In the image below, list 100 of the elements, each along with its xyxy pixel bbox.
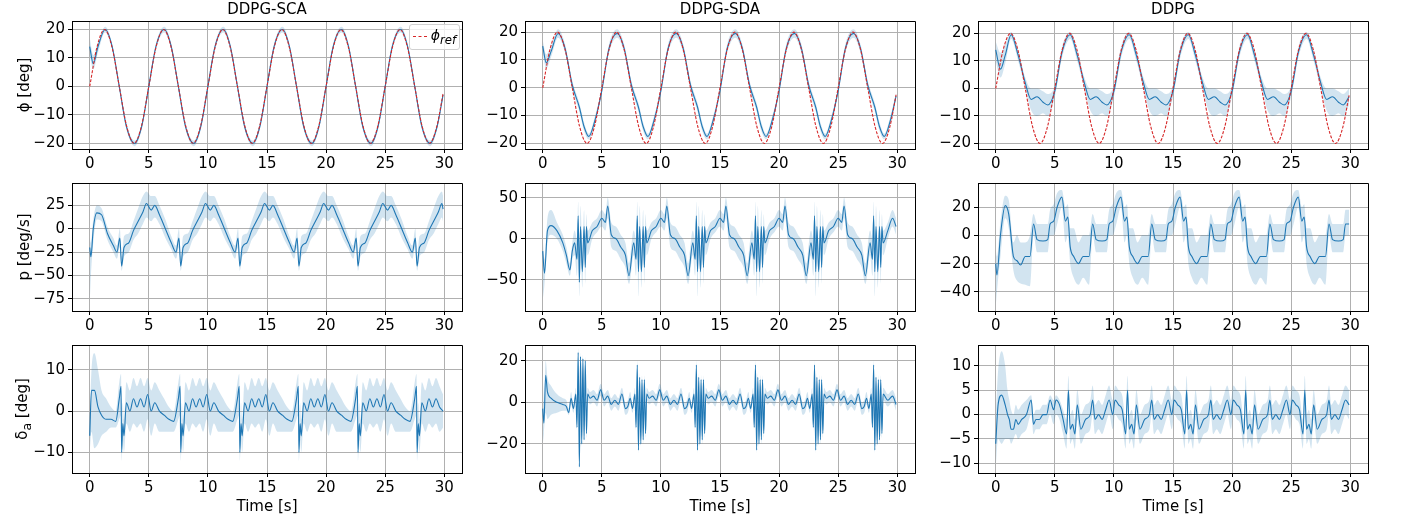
- y-tick-label: 20: [951, 196, 971, 215]
- x-tick-label: 5: [1050, 477, 1060, 496]
- x-tick-label: 0: [84, 153, 95, 172]
- x-tick-label: 5: [144, 315, 154, 334]
- x-tick-label: 0: [84, 477, 95, 496]
- x-tick-label: 15: [710, 477, 730, 496]
- y-tick-label: −20: [33, 133, 65, 152]
- y-tick-label: 50: [498, 187, 518, 206]
- x-tick-label: 25: [828, 315, 848, 334]
- x-tick-label: 30: [434, 315, 454, 334]
- line-series: [995, 32, 1350, 145]
- x-axis-title: Time [s]: [235, 497, 299, 515]
- x-tick-label: 5: [144, 153, 154, 172]
- x-tick-label: 10: [1104, 153, 1124, 172]
- x-tick-label: 30: [1340, 315, 1360, 334]
- x-tick-label: 20: [769, 315, 789, 334]
- y-tick-label: 0: [508, 77, 518, 96]
- x-tick-label: 0: [990, 477, 1001, 496]
- x-tick-label: 10: [651, 477, 671, 496]
- x-tick-label: 25: [828, 477, 848, 496]
- x-axis-title: Time [s]: [1141, 497, 1205, 515]
- x-tick-label: 30: [434, 477, 454, 496]
- x-tick-label: 20: [316, 477, 336, 496]
- y-tick-label: 0: [961, 225, 971, 244]
- x-tick-label: 25: [1281, 315, 1301, 334]
- x-tick-label: 0: [84, 315, 95, 334]
- x-tick-label: 5: [1050, 315, 1060, 334]
- y-tick-label: −10: [939, 105, 971, 124]
- x-tick-label: 30: [887, 477, 907, 496]
- x-tick-label: 25: [828, 153, 848, 172]
- line-series: [89, 385, 444, 453]
- y-tick-label: 0: [508, 228, 518, 247]
- y-tick-label: −20: [486, 133, 518, 152]
- y-tick-label: 25: [45, 195, 65, 214]
- y-tick-label: −25: [33, 242, 65, 261]
- y-tick-label: −50: [33, 265, 65, 284]
- chart-title: DDPG-SDA: [678, 0, 762, 18]
- x-tick-label: 5: [597, 477, 607, 496]
- x-tick-label: 25: [375, 477, 395, 496]
- x-tick-label: 10: [198, 153, 218, 172]
- x-tick-label: 15: [1163, 315, 1183, 334]
- y-tick-label: −20: [486, 433, 518, 452]
- x-tick-label: 20: [1222, 477, 1242, 496]
- y-tick-label: −75: [33, 288, 65, 307]
- y-tick-label: 0: [55, 218, 65, 237]
- x-tick-label: 0: [990, 153, 1001, 172]
- y-tick-label: 20: [498, 350, 518, 369]
- y-tick-label: −20: [939, 133, 971, 152]
- x-tick-label: 15: [257, 477, 277, 496]
- x-tick-label: 5: [144, 477, 154, 496]
- y-tick-label: 10: [951, 50, 971, 69]
- y-tick-label: 0: [961, 404, 971, 423]
- y-tick-label: 20: [498, 22, 518, 41]
- line-series: [89, 203, 444, 267]
- x-tick-label: 10: [198, 477, 218, 496]
- y-tick-label: 10: [498, 49, 518, 68]
- x-tick-label: 20: [316, 315, 336, 334]
- x-tick-label: 20: [769, 153, 789, 172]
- x-tick-label: 15: [710, 315, 730, 334]
- x-tick-label: 20: [1222, 315, 1242, 334]
- x-tick-label: 5: [597, 315, 607, 334]
- x-tick-label: 30: [1340, 153, 1360, 172]
- x-tick-label: 0: [990, 315, 1001, 334]
- chart-title: DDPG-SCA: [226, 0, 308, 18]
- x-tick-label: 5: [1050, 153, 1060, 172]
- x-tick-label: 20: [1222, 153, 1242, 172]
- y-tick-label: −20: [939, 253, 971, 272]
- y-tick-label: −10: [33, 104, 65, 123]
- y-tick-label: 10: [45, 47, 65, 66]
- x-tick-label: 5: [597, 153, 607, 172]
- y-axis-title: p [deg/s]: [15, 213, 33, 281]
- x-tick-label: 30: [887, 153, 907, 172]
- x-tick-label: 15: [1163, 153, 1183, 172]
- x-tick-label: 0: [537, 153, 548, 172]
- x-tick-label: 10: [1104, 315, 1124, 334]
- y-tick-label: 10: [45, 359, 65, 378]
- y-axis-title: ϕ [deg]: [15, 57, 33, 113]
- x-tick-label: 25: [375, 315, 395, 334]
- line-series: [995, 389, 1350, 445]
- y-tick-label: 5: [961, 380, 971, 399]
- x-tick-label: 10: [651, 315, 671, 334]
- x-tick-label: 15: [257, 315, 277, 334]
- y-tick-label: −10: [939, 453, 971, 472]
- y-tick-label: −10: [486, 105, 518, 124]
- y-tick-label: 0: [55, 76, 65, 95]
- y-tick-label: −10: [33, 442, 65, 461]
- x-tick-label: 20: [316, 153, 336, 172]
- y-tick-label: −40: [939, 281, 971, 300]
- y-tick-label: −5: [948, 428, 971, 447]
- y-tick-label: 0: [508, 392, 518, 411]
- x-tick-label: 25: [1281, 153, 1301, 172]
- x-tick-label: 15: [710, 153, 730, 172]
- x-tick-label: 30: [434, 153, 454, 172]
- x-tick-label: 10: [651, 153, 671, 172]
- x-tick-label: 20: [769, 477, 789, 496]
- x-tick-label: 15: [1163, 477, 1183, 496]
- x-tick-label: 0: [537, 477, 548, 496]
- line-series: [995, 196, 1350, 276]
- x-tick-label: 0: [537, 315, 548, 334]
- x-tick-label: 30: [1340, 477, 1360, 496]
